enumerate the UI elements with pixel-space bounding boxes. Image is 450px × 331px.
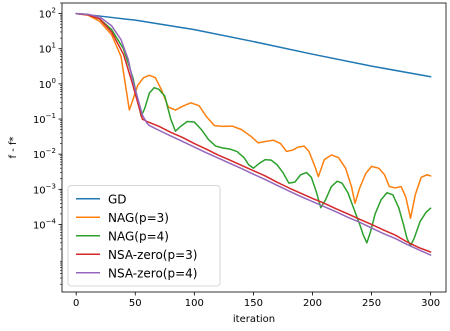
legend-label: NAG(p=3) — [108, 211, 169, 225]
x-axis-label: iteration — [233, 314, 275, 325]
series-line-nag-p-3 — [75, 12, 432, 220]
legend-box — [67, 185, 221, 287]
y-tick-label: 102 — [39, 7, 56, 21]
legend-label: GD — [108, 192, 127, 206]
y-axis-label: f - f* — [8, 136, 19, 158]
legend-label: NAG(p=4) — [108, 229, 169, 243]
y-tick-label: 101 — [39, 42, 56, 56]
plot-frame — [61, 2, 447, 293]
x-tick-label: 0 — [73, 298, 79, 309]
y-axis-ticks: 102 101 100 10−1 10−2 10−3 10−4 — [33, 2, 62, 285]
x-tick-label: 150 — [244, 298, 263, 309]
y-tick-label: 10−2 — [33, 147, 56, 161]
x-tick-label: 250 — [362, 298, 381, 309]
series-line-nsa-zero-p-3 — [75, 12, 432, 253]
legend-label: NSA-zero(p=3) — [108, 248, 197, 262]
y-tick-label: 100 — [39, 77, 56, 91]
x-tick-label: 100 — [185, 298, 204, 309]
y-tick-label: 10−3 — [33, 182, 56, 196]
series-line-nsa-zero-p-4 — [75, 12, 432, 256]
x-tick-label: 50 — [129, 298, 142, 309]
legend: GD NAG(p=3) NAG(p=4) NSA-zero(p=3) NSA-zero(… — [67, 185, 221, 287]
series-layer — [75, 12, 432, 256]
series-line-gd — [75, 12, 432, 78]
series-line-nag-p-4 — [75, 12, 432, 247]
x-tick-label: 300 — [421, 298, 440, 309]
y-tick-label: 10−1 — [33, 112, 56, 126]
x-axis-ticks: 0 50 100 150 200 250 300 — [73, 292, 440, 309]
legend-label: NSA-zero(p=4) — [108, 266, 197, 280]
x-tick-label: 200 — [303, 298, 322, 309]
y-tick-label: 10−4 — [33, 217, 57, 231]
